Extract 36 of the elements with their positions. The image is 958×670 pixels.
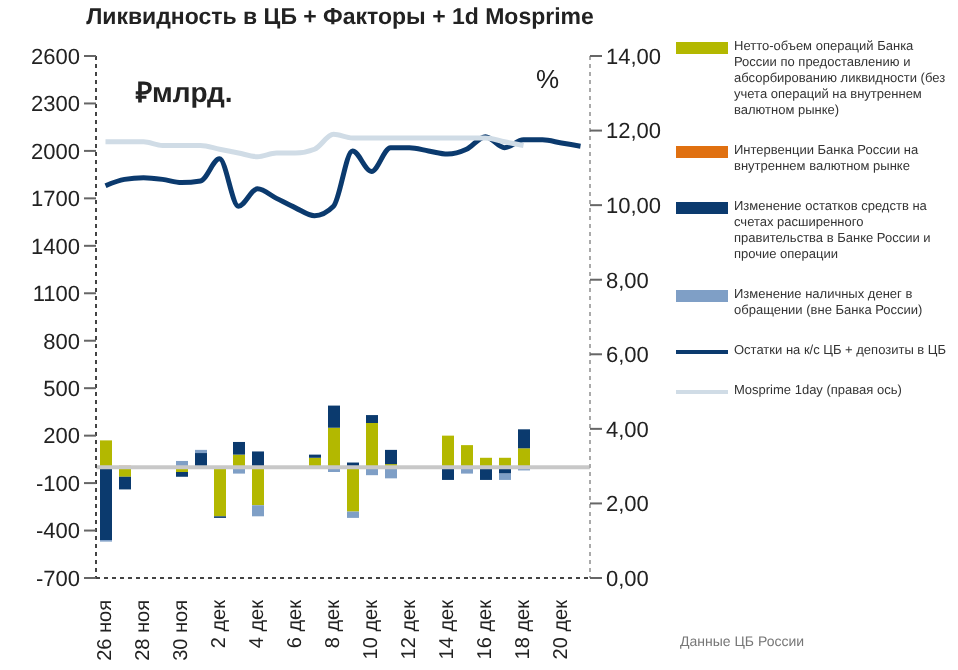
y-tick-label: 1400 <box>31 235 80 260</box>
y-tick-label: -400 <box>35 520 80 545</box>
y2-axis-title: % <box>536 64 560 94</box>
y2-tick-label: 10,00 <box>606 194 662 219</box>
x-tick-label: 28 ноя <box>132 600 155 661</box>
x-tick-label: 18 дек <box>512 598 535 660</box>
y-tick-label: 2300 <box>31 93 80 118</box>
x-tick-label: 4 дек <box>246 598 269 649</box>
x-tick-label: 26 ноя <box>94 600 117 661</box>
y-tick-label: -700 <box>35 567 80 592</box>
y-tick-label: 800 <box>43 330 80 355</box>
chart-title: Ликвидность в ЦБ + Факторы + 1d Mosprime <box>84 6 596 30</box>
y-tick-label: 1700 <box>31 188 80 213</box>
y2-tick-label: 12,00 <box>606 120 662 145</box>
y-axis-title: ₽млрд. <box>136 74 233 110</box>
x-tick-label: 14 дек <box>436 598 459 660</box>
y2-tick-label: 14,00 <box>606 45 662 70</box>
x-tick-label: 20 дек <box>550 598 573 660</box>
x-tick-label: 10 дек <box>360 598 383 660</box>
y-tick-label: 500 <box>43 377 80 402</box>
y2-tick-label: 4,00 <box>606 418 649 443</box>
x-tick-label: 30 ноя <box>170 600 193 661</box>
x-tick-label: 8 дек <box>322 598 345 649</box>
y2-tick-label: 6,00 <box>606 344 649 369</box>
y2-tick-label: 0,00 <box>606 567 649 592</box>
y-tick-label: 200 <box>43 425 80 450</box>
y-tick-label: 2000 <box>31 140 80 165</box>
y2-tick-label: 2,00 <box>606 493 649 518</box>
x-tick-label: 12 дек <box>398 598 421 660</box>
y2-tick-label: 8,00 <box>606 269 649 294</box>
y-tick-label: -100 <box>35 472 80 497</box>
x-tick-label: 2 дек <box>208 598 231 649</box>
y-tick-label: 2600 <box>31 45 80 70</box>
y-tick-label: 1100 <box>32 283 80 308</box>
x-tick-label: 16 дек <box>474 598 497 660</box>
x-tick-label: 6 дек <box>284 598 307 649</box>
